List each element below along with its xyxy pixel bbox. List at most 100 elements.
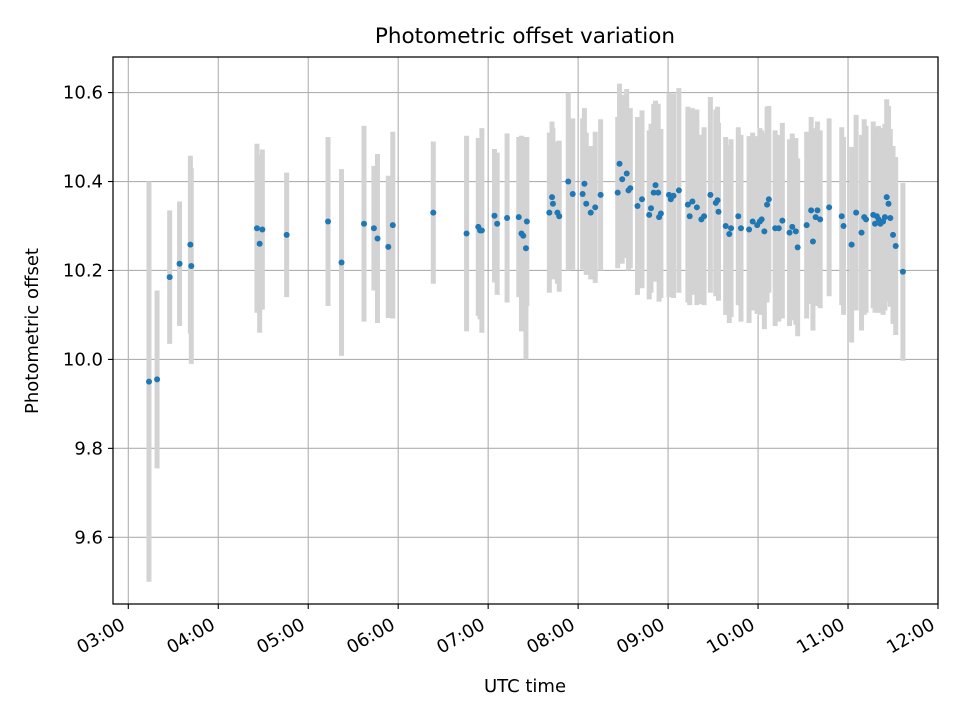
data-point [817, 216, 824, 223]
data-point [838, 213, 845, 220]
x-tick-label: 03:00 [73, 614, 128, 658]
data-point [650, 189, 657, 196]
data-point [792, 228, 799, 235]
data-point [715, 208, 722, 215]
y-tick-label: 10.4 [63, 172, 103, 193]
data-point [565, 178, 572, 185]
data-point [166, 274, 173, 281]
data-point [758, 216, 765, 223]
chart-title: Photometric offset variation [375, 24, 675, 49]
x-tick-label: 11:00 [793, 614, 848, 658]
data-point [569, 190, 576, 197]
data-point [187, 241, 194, 248]
data-point [616, 160, 623, 167]
data-point [523, 218, 530, 225]
data-point [675, 187, 682, 194]
data-point [579, 190, 586, 197]
y-tick-label: 10.2 [63, 260, 103, 281]
data-point [283, 231, 290, 238]
data-point [430, 209, 437, 216]
x-axis-label: UTC time [484, 676, 566, 697]
data-point [520, 232, 527, 239]
data-point [764, 201, 771, 208]
x-tick-label: 07:00 [433, 614, 488, 658]
data-points [145, 160, 906, 385]
data-point [722, 222, 729, 229]
data-point [494, 220, 501, 227]
data-point [881, 214, 888, 221]
data-point [549, 200, 556, 207]
data-point [385, 243, 392, 250]
data-point [789, 223, 796, 230]
data-point [325, 218, 332, 225]
data-point [858, 229, 865, 236]
x-tick-label: 09:00 [613, 614, 668, 658]
data-point [648, 205, 655, 212]
data-point [546, 209, 553, 216]
data-point [885, 200, 892, 207]
data-point [504, 214, 511, 221]
data-point [872, 220, 879, 227]
data-point [826, 204, 833, 211]
data-point [188, 263, 195, 270]
data-point [655, 189, 662, 196]
data-point [853, 209, 860, 216]
data-point [749, 218, 756, 225]
data-point [883, 194, 890, 201]
data-point [614, 189, 621, 196]
data-point [652, 182, 659, 189]
data-point [176, 260, 183, 267]
data-point [899, 268, 906, 275]
data-point [726, 230, 733, 237]
data-point [887, 214, 894, 221]
data-point [746, 226, 753, 233]
data-point [581, 180, 588, 187]
data-point [646, 211, 653, 218]
data-point [253, 225, 260, 232]
y-axis-ticks: 9.6 9.8 10.0 10.2 10.4 10.6 [63, 83, 113, 548]
data-point [840, 222, 847, 229]
x-tick-label: 05:00 [253, 614, 308, 658]
y-tick-label: 10.6 [63, 83, 103, 104]
data-point [338, 259, 345, 266]
data-point [808, 207, 815, 214]
data-point [670, 192, 677, 199]
x-tick-label: 06:00 [343, 614, 398, 658]
data-point [812, 214, 819, 221]
data-point [587, 209, 594, 216]
data-point [361, 220, 368, 227]
data-point [735, 213, 742, 220]
data-point [779, 217, 786, 224]
y-tick-label: 9.8 [74, 438, 103, 459]
data-point [583, 200, 590, 207]
data-point [597, 191, 604, 198]
data-point [370, 225, 377, 232]
data-point [389, 222, 396, 229]
data-point [686, 213, 693, 220]
data-point [814, 207, 821, 214]
data-point [145, 378, 152, 385]
data-point [775, 225, 782, 232]
data-point [803, 222, 810, 229]
data-point [765, 196, 772, 203]
x-tick-label: 04:00 [163, 614, 218, 658]
data-point [627, 185, 634, 192]
data-point [592, 204, 599, 211]
data-point [786, 229, 793, 236]
data-point [623, 170, 630, 177]
data-point [522, 245, 529, 252]
data-point [549, 194, 556, 201]
data-point [259, 226, 266, 233]
data-point [657, 210, 664, 217]
plot-frame [112, 56, 939, 605]
data-point [848, 241, 855, 248]
data-point [463, 230, 470, 237]
data-point [634, 202, 641, 209]
y-tick-label: 9.6 [74, 527, 103, 548]
data-point [890, 231, 897, 238]
data-point [809, 238, 816, 245]
data-point [256, 240, 263, 247]
data-point [684, 201, 691, 208]
x-tick-label: 08:00 [523, 614, 578, 658]
